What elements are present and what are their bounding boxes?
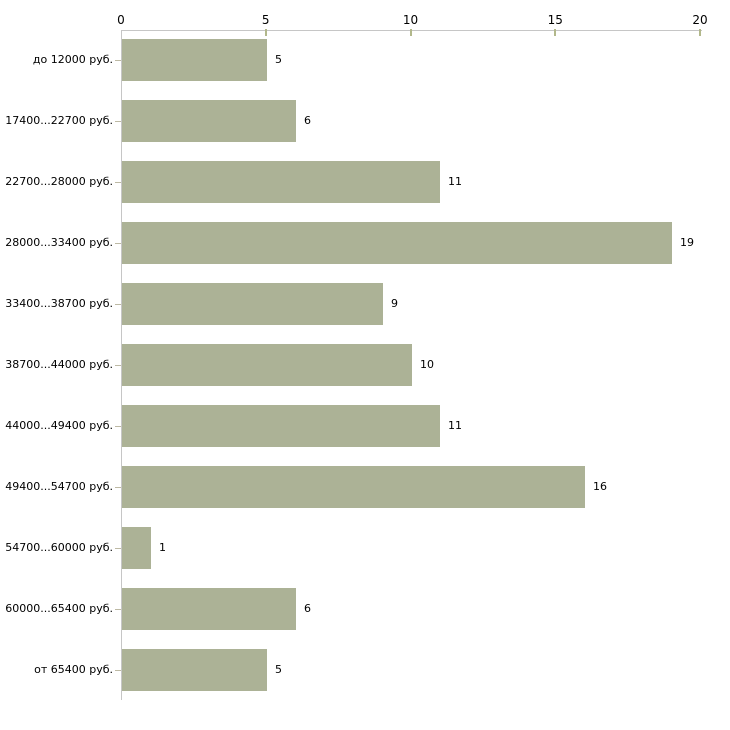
bar-6	[122, 587, 296, 630]
bar-11	[122, 160, 440, 203]
value-label: 9	[391, 296, 398, 310]
value-label: 16	[593, 479, 607, 493]
category-tick-mark	[115, 486, 121, 488]
category-label: 22700...28000 руб.	[5, 174, 113, 188]
category-label: 44000...49400 руб.	[5, 418, 113, 432]
category-label: 28000...33400 руб.	[5, 235, 113, 249]
x-tick-mark	[554, 29, 557, 36]
bar-16	[122, 465, 585, 508]
category-tick-mark	[115, 303, 121, 305]
category-tick-mark	[115, 59, 121, 61]
x-tick-mark	[409, 29, 412, 36]
x-tick-label: 20	[692, 13, 708, 27]
x-tick-mark	[264, 29, 267, 36]
x-tick-label: 5	[261, 13, 270, 27]
bar-5	[122, 648, 267, 691]
x-tick-label: 15	[547, 13, 563, 27]
bar-11	[122, 404, 440, 447]
bar-19	[122, 221, 672, 264]
x-tick-label: 10	[402, 13, 419, 27]
bar-1	[122, 526, 151, 569]
value-label: 1	[159, 540, 166, 554]
value-label: 5	[275, 52, 282, 66]
category-label: 49400...54700 руб.	[5, 479, 113, 493]
x-tick-mark	[699, 29, 701, 36]
category-tick-mark	[115, 425, 121, 427]
bar-6	[122, 99, 296, 142]
bar-5	[122, 38, 267, 81]
x-tick-label: 0	[117, 13, 125, 27]
category-tick-mark	[115, 547, 121, 549]
category-tick-mark	[115, 669, 121, 671]
y-axis-line	[121, 30, 122, 700]
value-label: 6	[304, 113, 311, 127]
bar-10	[122, 343, 412, 386]
value-label: 5	[275, 662, 282, 676]
category-tick-mark	[115, 364, 121, 366]
value-label: 11	[448, 418, 462, 432]
category-label: 38700...44000 руб.	[5, 357, 113, 371]
category-label: до 12000 руб.	[32, 52, 113, 66]
category-label: 33400...38700 руб.	[5, 296, 113, 310]
value-label: 11	[448, 174, 462, 188]
category-tick-mark	[115, 120, 121, 122]
category-tick-mark	[115, 242, 121, 244]
value-label: 10	[420, 357, 434, 371]
category-tick-mark	[115, 608, 121, 610]
value-label: 6	[304, 601, 311, 615]
category-label: 60000...65400 руб.	[5, 601, 113, 615]
x-axis-line	[121, 30, 702, 31]
category-label: 17400...22700 руб.	[5, 113, 113, 127]
category-label: от 65400 руб.	[34, 662, 113, 676]
category-tick-mark	[115, 181, 121, 183]
bar-9	[122, 282, 383, 325]
value-label: 19	[680, 235, 694, 249]
category-label: 54700...60000 руб.	[5, 540, 113, 554]
